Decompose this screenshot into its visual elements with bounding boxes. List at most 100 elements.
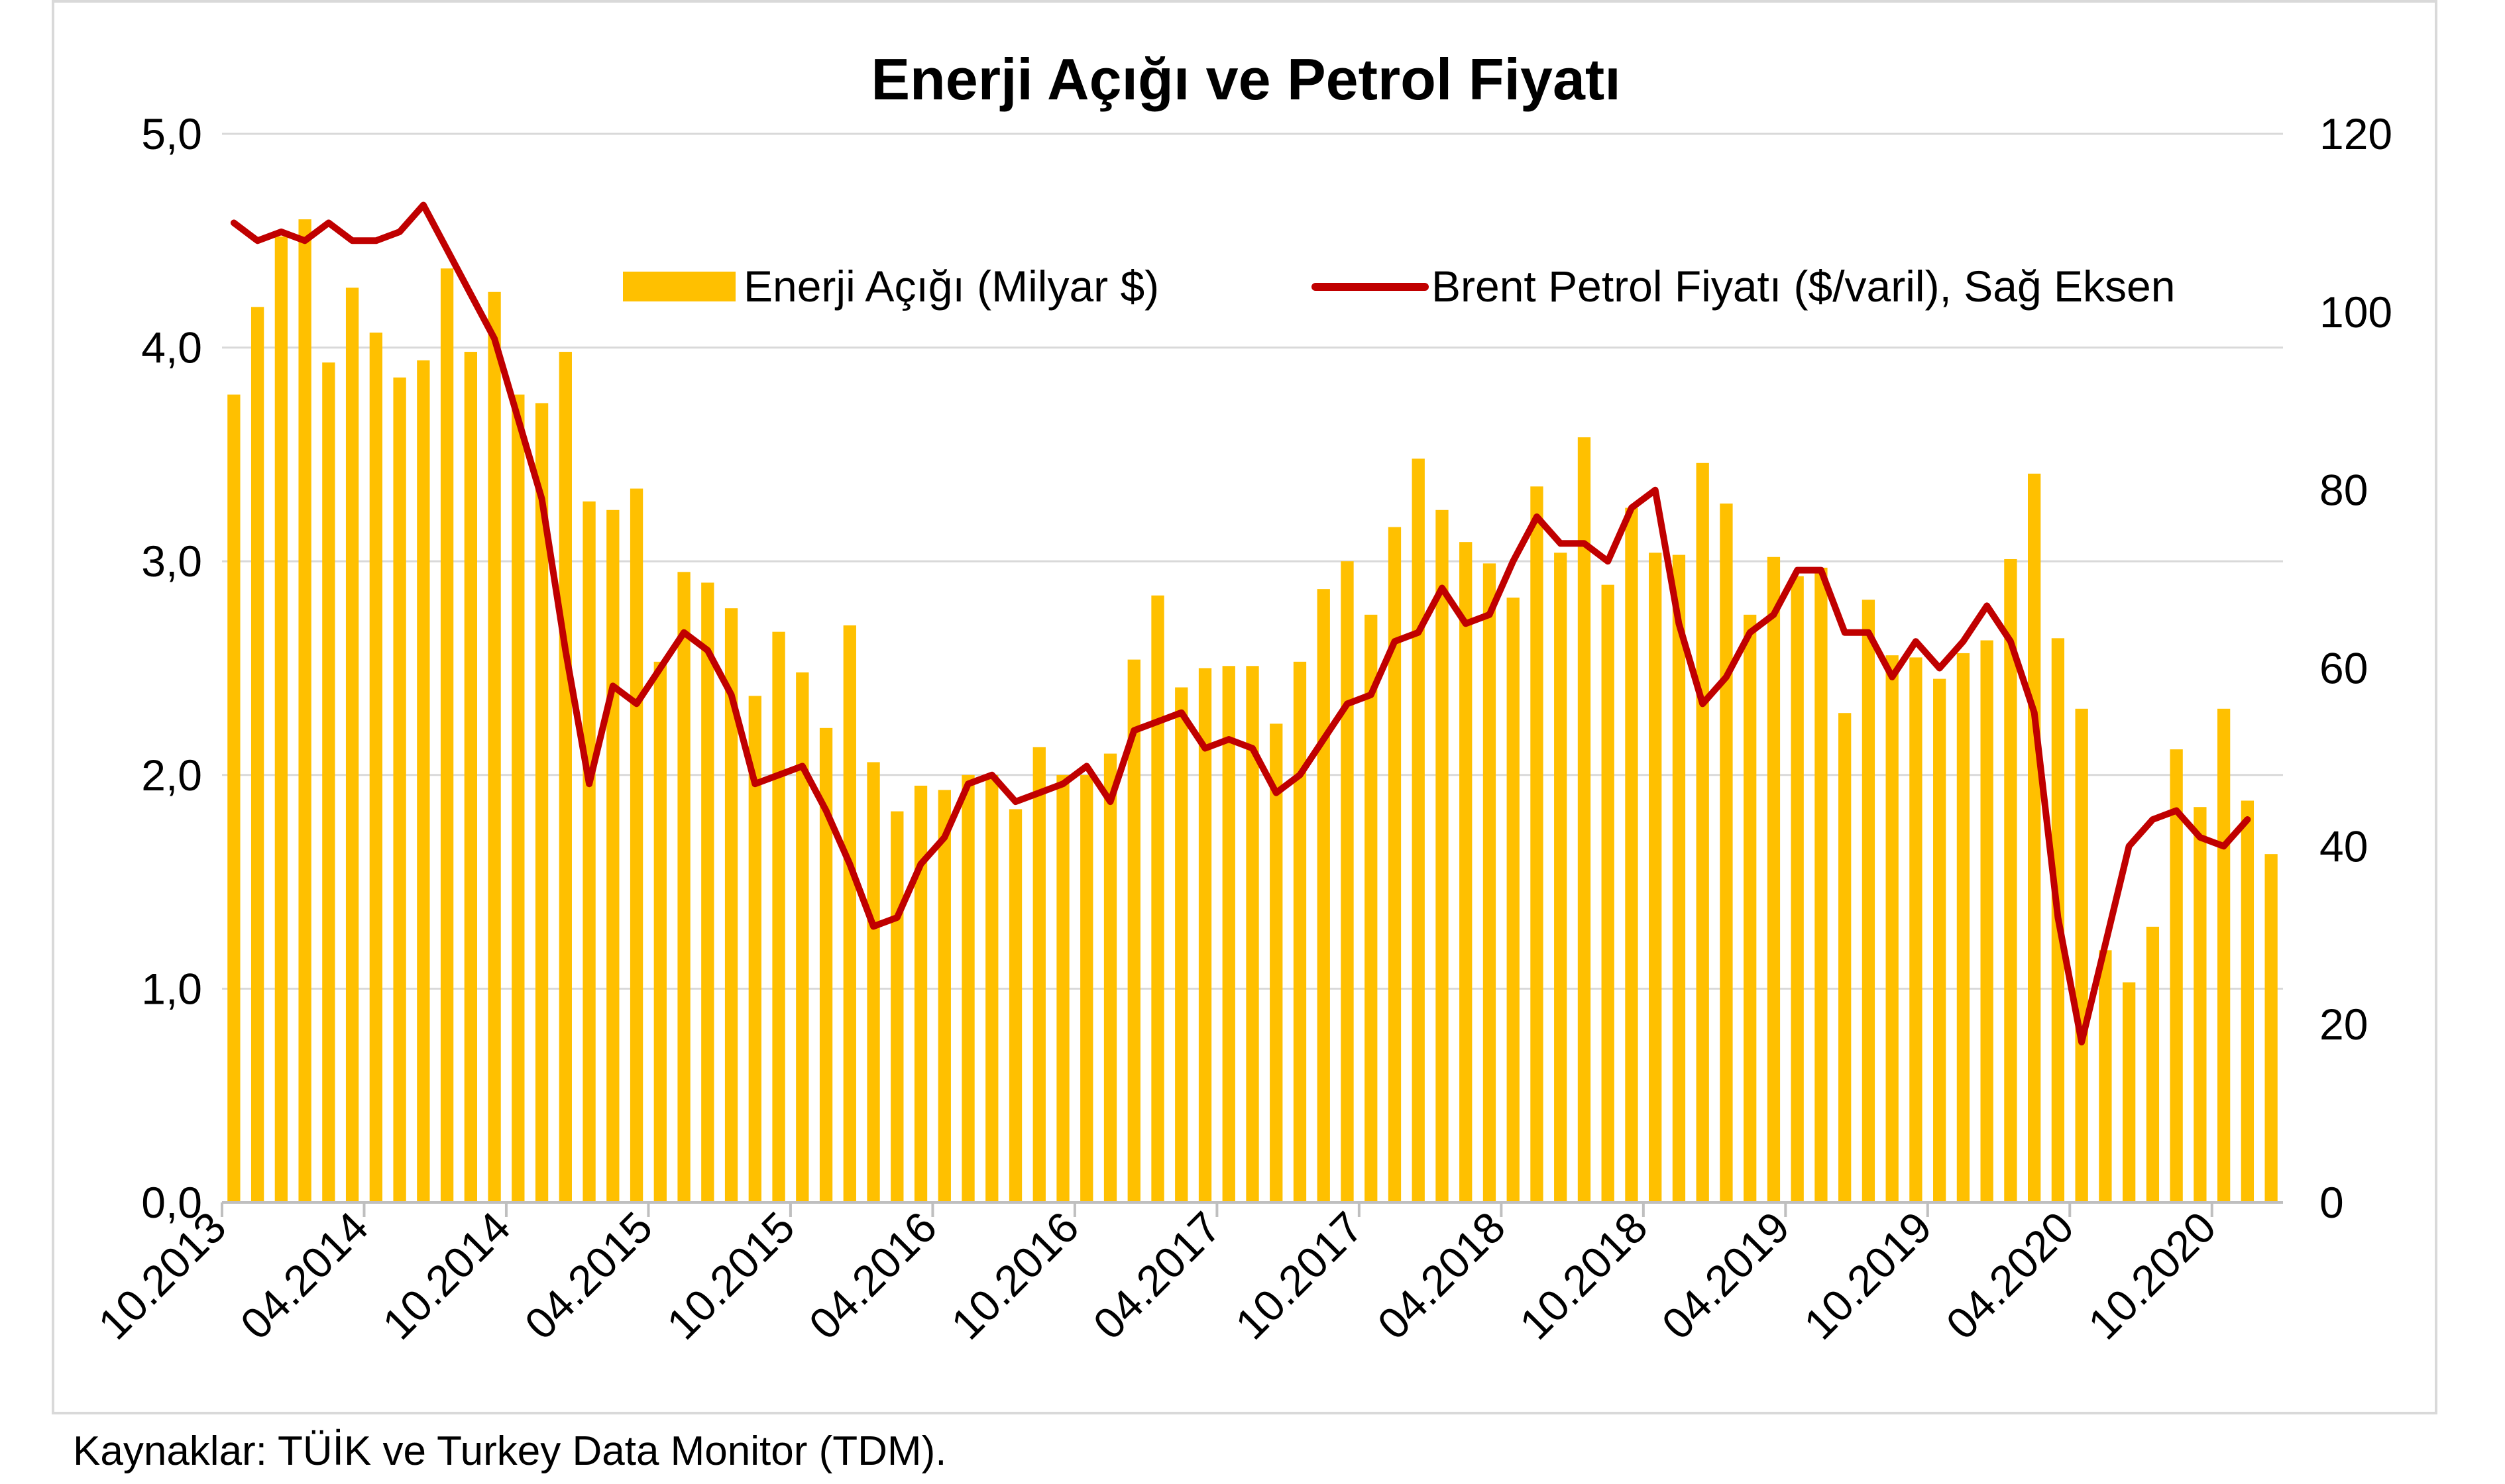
bar <box>653 661 667 1202</box>
bar <box>2004 558 2017 1202</box>
bar <box>322 362 335 1202</box>
bar <box>250 307 264 1202</box>
bar <box>1009 809 1023 1202</box>
bar <box>1482 563 1496 1202</box>
bar <box>369 333 383 1202</box>
bar <box>583 501 596 1202</box>
bar <box>985 774 999 1202</box>
bar <box>417 360 430 1202</box>
bar <box>1032 747 1046 1202</box>
bar <box>1744 614 1757 1202</box>
bar <box>819 727 833 1202</box>
x-tick-label: 04.2014 <box>231 1202 377 1349</box>
y-right-tick-label: 60 <box>2319 644 2368 693</box>
bar <box>2241 800 2254 1202</box>
x-tick-label: 10.2020 <box>2079 1202 2225 1349</box>
legend: Enerji Açığı (Milyar $) Brent Petrol Fiy… <box>623 262 2175 311</box>
bar <box>748 696 761 1202</box>
bar <box>1791 576 1804 1202</box>
bar <box>1530 486 1543 1202</box>
y-right-tick-label: 20 <box>2319 1000 2368 1049</box>
bar <box>1341 561 1354 1202</box>
legend-swatch-enerji-acigi <box>623 272 736 301</box>
bar <box>1862 600 1875 1202</box>
bar <box>488 292 501 1202</box>
bar <box>606 509 620 1202</box>
x-tick-label: 04.2020 <box>1936 1202 2083 1349</box>
y-left-tick-label: 5,0 <box>141 109 202 158</box>
bar <box>1151 595 1164 1202</box>
bar <box>345 288 359 1203</box>
bar <box>796 672 809 1202</box>
bar <box>1980 640 1993 1202</box>
bar <box>1625 507 1638 1202</box>
bar <box>1814 567 1828 1202</box>
bar <box>1672 555 1686 1202</box>
chart-title: Enerji Açığı ve Petrol Fiyatı <box>871 46 1620 112</box>
chart-frame <box>52 0 2437 1414</box>
x-tick-label: 10.2015 <box>657 1202 804 1349</box>
source-note: Kaynaklar: TÜİK ve Turkey Data Monitor (… <box>73 1428 947 1474</box>
bar <box>1080 774 1093 1202</box>
bar <box>843 625 856 1202</box>
bar <box>701 582 714 1202</box>
bar <box>1696 462 1709 1203</box>
x-tick-label: 10.2014 <box>373 1202 520 1349</box>
x-tick-label: 04.2016 <box>799 1202 946 1349</box>
x-tick-label: 04.2019 <box>1652 1202 1799 1349</box>
bar <box>677 572 691 1202</box>
bar <box>227 394 241 1202</box>
bar <box>1909 657 1922 1202</box>
bar <box>1577 437 1591 1202</box>
bar <box>1293 661 1307 1202</box>
bar <box>559 352 572 1202</box>
y-left-tick-label: 3,0 <box>141 537 202 586</box>
bar <box>535 403 549 1202</box>
y-left-tick-label: 0,0 <box>141 1178 202 1227</box>
x-tick-label: 04.2015 <box>515 1202 661 1349</box>
bar <box>2264 854 2278 1202</box>
y-left-tick-label: 1,0 <box>141 964 202 1013</box>
bar <box>2146 926 2160 1202</box>
bar <box>1270 723 1283 1202</box>
y-right-tick-label: 100 <box>2319 288 2392 337</box>
line-series-brent-petrol <box>230 201 2251 1045</box>
bar <box>938 790 951 1202</box>
bar <box>464 352 477 1202</box>
bar <box>962 774 975 1202</box>
bar-series-enerji-acigi <box>227 219 2278 1203</box>
x-tick-label: 10.2017 <box>1226 1202 1372 1349</box>
bar <box>274 236 288 1202</box>
bar <box>2122 982 2136 1202</box>
bar <box>1601 584 1614 1202</box>
line-brent <box>230 201 2251 1045</box>
y-left-tick-label: 2,0 <box>141 751 202 800</box>
bar <box>1388 527 1402 1202</box>
bar <box>914 785 928 1202</box>
bar <box>891 811 904 1202</box>
bar <box>1317 589 1330 1202</box>
bar <box>1246 666 1259 1202</box>
bar <box>298 219 311 1202</box>
bar <box>1056 774 1070 1202</box>
y-left-tick-label: 4,0 <box>141 323 202 372</box>
y-right-tick-label: 0 <box>2319 1178 2344 1227</box>
x-tick-label: 10.2019 <box>1795 1202 1941 1349</box>
bar <box>2028 473 2041 1202</box>
y-right-tick-label: 40 <box>2319 822 2368 871</box>
bar <box>440 268 454 1202</box>
bar <box>1838 713 1852 1202</box>
legend-label-enerji-acigi: Enerji Açığı (Milyar $) <box>744 262 1159 311</box>
bar <box>1127 659 1141 1202</box>
bar <box>1364 614 1378 1202</box>
bar <box>2075 708 2088 1202</box>
bar <box>1885 655 1899 1202</box>
bar <box>2170 749 2183 1202</box>
y-right-tick-label: 120 <box>2319 109 2392 158</box>
bar <box>1506 598 1520 1202</box>
bar <box>1103 753 1117 1202</box>
x-tick-label: 10.2016 <box>942 1202 1088 1349</box>
bar <box>1412 458 1425 1202</box>
bar <box>512 394 525 1202</box>
